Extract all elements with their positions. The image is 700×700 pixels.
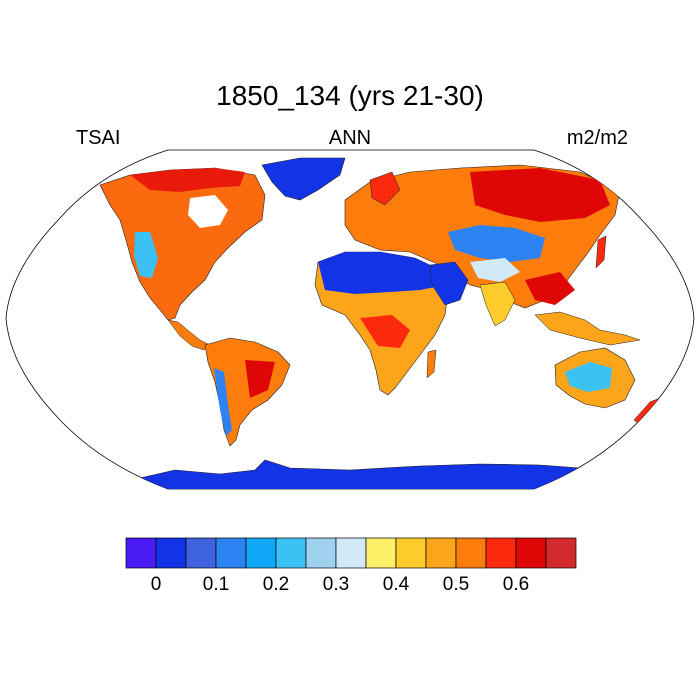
colorbar-swatch [365, 537, 397, 569]
sahara-region [318, 252, 446, 294]
colorbar-swatch [545, 537, 577, 569]
colorbar-swatch [395, 537, 427, 569]
colorbar-tick-label: 0.6 [502, 574, 530, 595]
season-label: ANN [328, 127, 372, 149]
southeast-asia-region [525, 272, 575, 305]
colorbar-tick-label: 0 [150, 574, 162, 595]
colorbar-tick-label: 0.5 [442, 574, 470, 595]
colorbar-swatch [335, 537, 367, 569]
colorbar-swatch [125, 537, 157, 569]
colorbar [125, 537, 577, 569]
siberia-region [470, 168, 610, 222]
colorbar-tick-label: 0.4 [382, 574, 410, 595]
colorbar-swatch [485, 537, 517, 569]
himalaya-region [470, 258, 520, 282]
south-america-east-region [245, 360, 275, 398]
colorbar-swatch [275, 537, 307, 569]
central-asia-dry-region [448, 225, 545, 262]
colorbar-tick-label: 0.3 [322, 574, 350, 595]
colorbar-tick-label: 0.2 [262, 574, 290, 595]
colorbar-swatch [455, 537, 487, 569]
maritime-southeast-asia [534, 311, 641, 346]
antarctica-landmass [119, 459, 601, 489]
india-landmass [479, 281, 516, 327]
units-label: m2/m2 [566, 127, 628, 149]
colorbar-tick-label: 0.1 [202, 574, 230, 595]
colorbar-swatch [155, 537, 187, 569]
madagascar-landmass [426, 349, 437, 379]
greenland-landmass [261, 157, 346, 201]
arabian-peninsula-region [429, 261, 469, 306]
south-america-dry-west [214, 368, 232, 436]
colorbar-swatch [185, 537, 217, 569]
hudson-bay-region [188, 195, 228, 228]
scandinavia-region [369, 171, 401, 206]
colorbar-swatch [515, 537, 547, 569]
north-america-arctic-region [130, 168, 245, 192]
north-america-dry-west [134, 232, 158, 278]
congo-region [360, 315, 410, 348]
colorbar-swatch [305, 537, 337, 569]
variable-name: TSAI [76, 127, 121, 149]
colorbar-swatch [215, 537, 247, 569]
colorbar-swatch [425, 537, 457, 569]
japan-landmass [595, 235, 607, 269]
australia-interior-region [565, 362, 612, 392]
plot-title: 1850_134 (yrs 21-30) [216, 80, 484, 111]
colorbar-swatch [245, 537, 277, 569]
